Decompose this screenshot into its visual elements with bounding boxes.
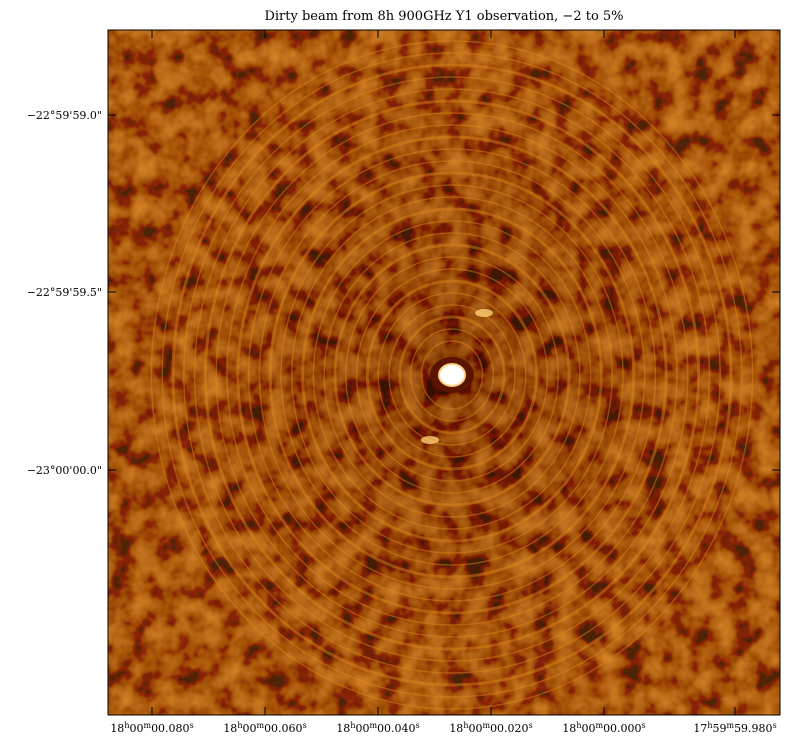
x-tick-part: 18: [449, 722, 463, 735]
x-tick-part: 00: [129, 722, 143, 735]
y-tick-label: −22°59'59.5": [27, 286, 102, 299]
x-tick-part: 00: [242, 722, 256, 735]
x-tick-label: 17h59m59.980s: [693, 721, 776, 735]
chart-title: Dirty beam from 8h 900GHz Y1 observation…: [264, 9, 623, 24]
x-tick-part: 17: [693, 722, 707, 735]
x-tick-label: 18h00m00.000s: [562, 721, 645, 735]
x-tick-part: 00.020: [490, 722, 529, 735]
x-tick-part: 00.080: [151, 722, 190, 735]
x-tick-part: 00.040: [377, 722, 416, 735]
y-tick-label: −22°59'59.0": [27, 109, 102, 122]
x-tick-part: 18: [223, 722, 237, 735]
x-tick-part: s: [190, 721, 194, 730]
figure: Dirty beam from 8h 900GHz Y1 observation…: [0, 0, 806, 743]
page: Dirty beam from 8h 900GHz Y1 observation…: [0, 0, 806, 743]
x-tick-label: 18h00m00.080s: [110, 721, 193, 735]
x-tick-label: 18h00m00.040s: [336, 721, 419, 735]
x-tick-part: 18: [336, 722, 350, 735]
x-tick-part: 18: [562, 722, 576, 735]
x-tick-part: 18: [110, 722, 124, 735]
x-tick-part: 00.000: [603, 722, 642, 735]
x-tick-part: 59.980: [734, 722, 773, 735]
beam-image: [108, 30, 780, 715]
x-tick-part: s: [416, 721, 420, 730]
x-tick-part: s: [773, 721, 777, 730]
y-tick-label: −23°00'00.0": [27, 464, 102, 477]
x-tick-part: s: [303, 721, 307, 730]
x-tick-part: 00: [355, 722, 369, 735]
x-tick-part: 00: [468, 722, 482, 735]
x-tick-label: 18h00m00.060s: [223, 721, 306, 735]
x-tick-part: 59: [712, 722, 726, 735]
x-tick-label: 18h00m00.020s: [449, 721, 532, 735]
x-tick-part: s: [642, 721, 646, 730]
x-tick-part: 00.060: [264, 722, 303, 735]
x-tick-part: 00: [581, 722, 595, 735]
x-tick-part: s: [529, 721, 533, 730]
